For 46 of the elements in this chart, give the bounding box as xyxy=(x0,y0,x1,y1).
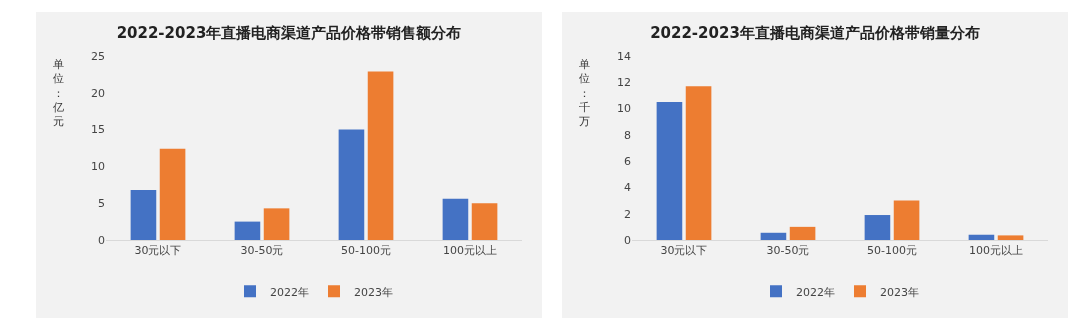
y-tick-label: 2 xyxy=(624,207,631,221)
y-tick-label: 14 xyxy=(617,49,631,63)
bar xyxy=(760,232,787,240)
bar xyxy=(130,189,157,240)
y-tick-label: 12 xyxy=(617,76,631,90)
y-tick-label: 25 xyxy=(91,49,105,63)
bar xyxy=(471,203,498,240)
chart-title: 2022-2023年直播电商渠道产品价格带销量分布 xyxy=(650,23,980,42)
bar xyxy=(263,208,290,240)
y-tick-label: 4 xyxy=(624,181,631,195)
x-tick-label: 30-50元 xyxy=(240,244,284,258)
y-tick-label: 8 xyxy=(624,128,631,142)
bar xyxy=(997,235,1024,240)
y-tick-label: 0 xyxy=(98,233,105,247)
y-tick-label: 6 xyxy=(624,154,631,168)
bar xyxy=(367,71,394,240)
legend-label: 2023年 xyxy=(354,285,393,299)
bar xyxy=(864,215,891,240)
bar xyxy=(338,129,365,240)
x-tick-label: 50-100元 xyxy=(341,244,391,258)
chart-title: 2022-2023年直播电商渠道产品价格带销售额分布 xyxy=(116,23,462,42)
y-tick-label: 20 xyxy=(91,86,105,100)
x-tick-label: 30元以下 xyxy=(134,244,182,258)
y-axis-title: 单位：千万 xyxy=(579,58,590,129)
bar xyxy=(442,198,469,240)
legend-label: 2022年 xyxy=(270,285,309,299)
bar xyxy=(234,221,261,240)
bar xyxy=(685,86,712,240)
y-tick-label: 0 xyxy=(624,233,631,247)
y-axis-title: 单位：亿元 xyxy=(52,58,64,129)
y-tick-label: 10 xyxy=(91,160,105,174)
x-tick-label: 100元以上 xyxy=(969,244,1023,258)
bar xyxy=(893,200,920,240)
legend-label: 2022年 xyxy=(796,285,835,299)
x-tick-label: 50-100元 xyxy=(867,244,917,258)
x-tick-label: 30元以下 xyxy=(660,244,708,258)
y-tick-label: 5 xyxy=(98,197,105,211)
bar xyxy=(968,234,995,240)
y-tick-label: 15 xyxy=(91,123,105,137)
bar xyxy=(789,226,816,240)
y-tick-label: 10 xyxy=(617,102,631,116)
x-tick-label: 30-50元 xyxy=(766,244,810,258)
bar xyxy=(159,148,186,240)
x-tick-label: 100元以上 xyxy=(443,244,497,258)
bar xyxy=(656,102,683,240)
legend-label: 2023年 xyxy=(880,285,919,299)
